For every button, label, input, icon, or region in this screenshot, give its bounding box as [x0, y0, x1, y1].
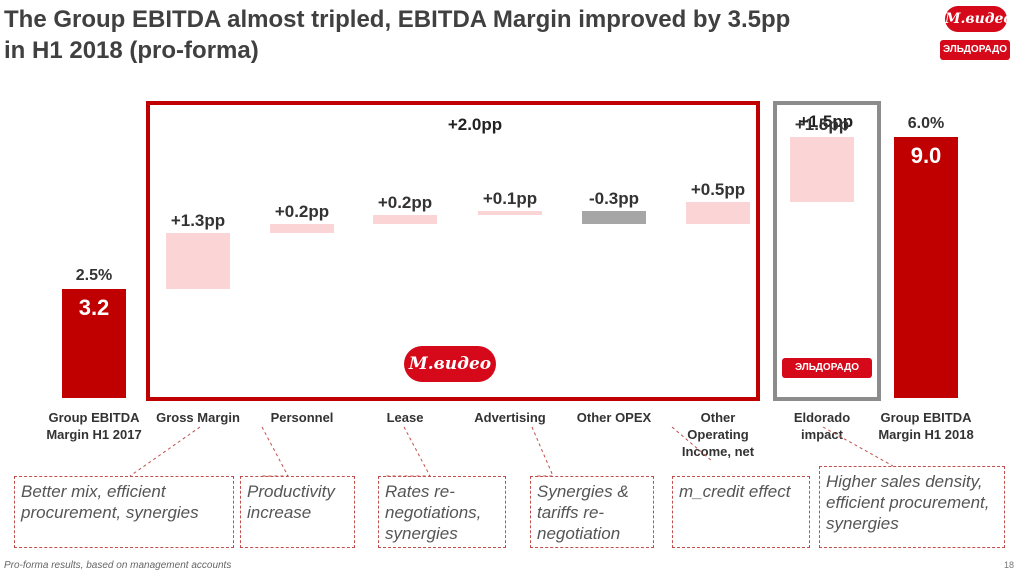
category-label-line: Other OPEX	[576, 410, 652, 425]
bar-inner-label: 3.2	[78, 295, 110, 321]
note-gross-margin: Better mix, efficient procurement, syner…	[14, 476, 234, 548]
waterfall-bar	[478, 210, 542, 216]
bar-value-label: +0.2pp	[377, 193, 433, 213]
waterfall-bar	[894, 137, 958, 398]
bar-value-label: +0.5pp	[690, 180, 746, 200]
footer-note: Pro-forma results, based on management a…	[4, 560, 232, 571]
category-label: Other OPEX	[558, 409, 670, 426]
category-label-line: Advertising	[474, 410, 546, 425]
waterfall-bar	[62, 289, 126, 398]
bar-value-label: +0.1pp	[482, 188, 538, 208]
category-label-line: Margin H1 2018	[878, 427, 974, 442]
eldorado-logo-in-chart: ЭЛЬДОРАДО	[782, 358, 872, 378]
category-label: Personnel	[246, 409, 358, 426]
category-label-line: Group EBITDA	[48, 410, 140, 425]
waterfall-bar	[270, 224, 334, 233]
category-label-line: Other	[700, 410, 736, 425]
bar-value-label: +1.5pp	[794, 115, 850, 134]
page-number: 18	[1004, 560, 1015, 570]
note-personnel: Productivity increase	[240, 476, 355, 548]
waterfall-bar	[790, 137, 854, 203]
note-lease: Rates re-negotiations, synergies	[378, 476, 506, 548]
category-label-line: Gross Margin	[156, 410, 240, 425]
waterfall-bar	[686, 202, 750, 224]
bar-value-label: 2.5%	[75, 267, 113, 285]
mvideo-group-frame	[146, 101, 760, 401]
mvideo-total-label: +2.0pp	[447, 115, 503, 134]
mvideo-logo-in-chart: М.видео	[404, 346, 496, 382]
category-label: Advertising	[454, 409, 566, 426]
mvideo-logo: М.видео	[945, 6, 1013, 32]
note-eldorado-impact: Higher sales density, efficient procurem…	[819, 466, 1005, 548]
eldorado-group-frame	[773, 101, 881, 401]
category-label-line: Eldorado	[793, 410, 851, 425]
category-label-line: Lease	[386, 410, 424, 425]
category-label-line: Personnel	[270, 410, 334, 425]
waterfall-bar	[582, 210, 646, 224]
category-label-line: impact	[801, 427, 843, 442]
bar-value-label: +0.2pp	[274, 202, 330, 221]
category-label-line: Operating	[687, 427, 749, 442]
slide-title: The Group EBITDA almost tripled, EBITDA …	[4, 4, 904, 66]
bar-value-label: 6.0%	[907, 115, 945, 132]
note-advertising: Synergies & tariffs re-negotiation	[530, 476, 654, 548]
category-label: Group EBITDA Margin H1 2017	[38, 409, 150, 443]
eldorado-total-label: +1.5pp	[798, 112, 854, 131]
category-label-line: Margin H1 2017	[46, 427, 142, 442]
waterfall-bar	[373, 215, 437, 224]
category-label: Eldorado impact	[766, 409, 878, 443]
bar-inner-label: 9.0	[910, 143, 942, 168]
note-other-operating-income: m_credit effect	[672, 476, 810, 548]
bar-value-label: +1.3pp	[170, 210, 226, 230]
bar-value-label: -0.3pp	[588, 188, 640, 208]
eldorado-logo: ЭЛЬДОРАДО	[940, 40, 1010, 60]
category-label: Gross Margin	[142, 409, 254, 426]
category-label: Group EBITDA Margin H1 2018	[870, 409, 982, 443]
waterfall-bar	[166, 232, 230, 290]
category-label: Lease	[349, 409, 461, 426]
category-label-line: Group EBITDA	[880, 410, 972, 425]
category-label-line: Income, net	[681, 444, 755, 459]
category-label: Other Operating Income, net	[662, 409, 774, 460]
slide-title-line-1: The Group EBITDA almost tripled, EBITDA …	[4, 6, 791, 33]
slide-title-line-2: in H1 2018 (pro-forma)	[4, 37, 259, 64]
